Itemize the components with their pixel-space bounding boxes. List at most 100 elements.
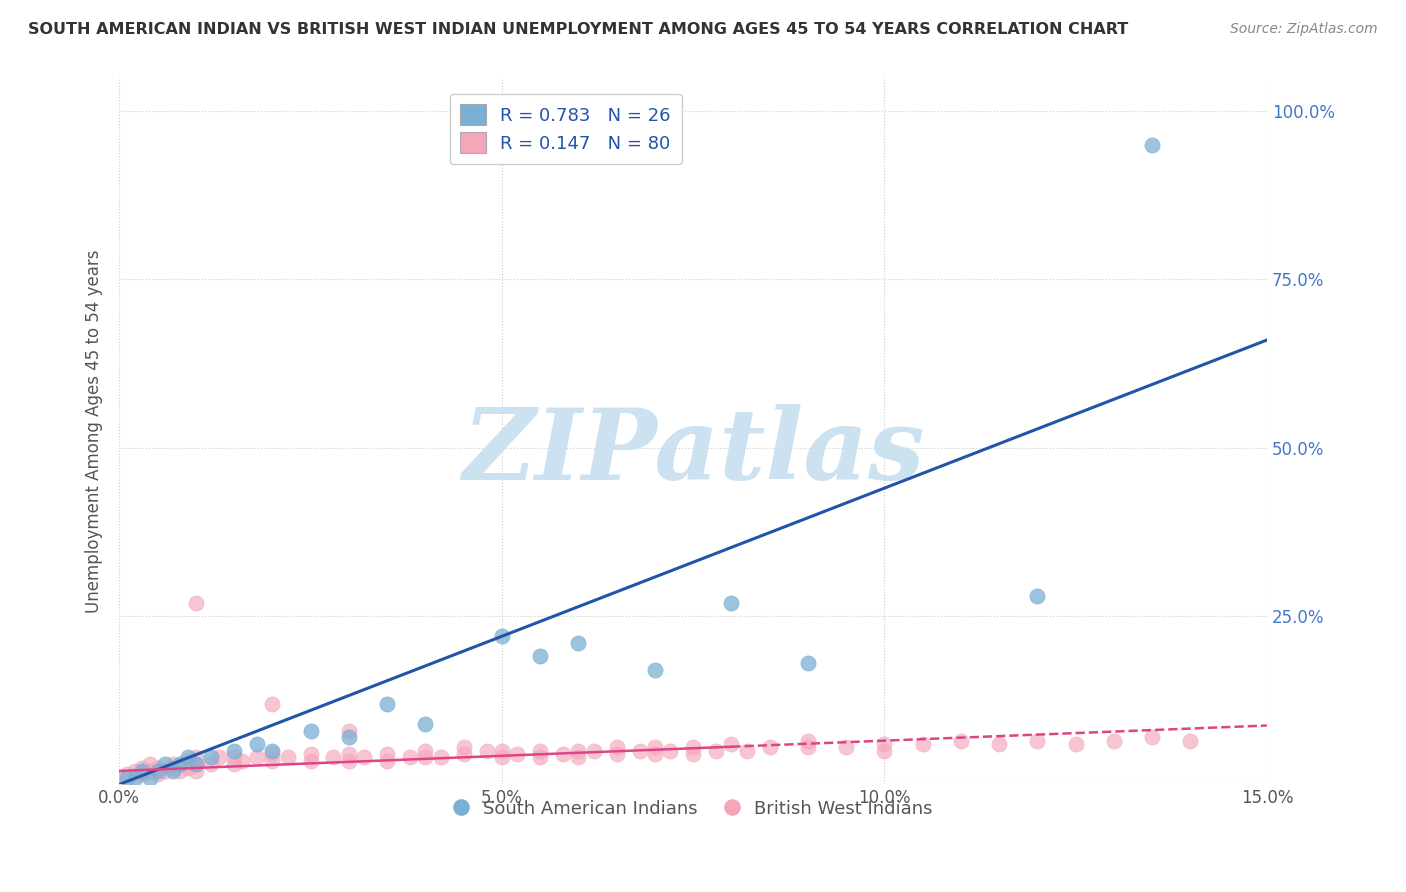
Point [506, 747, 529, 761]
Point [146, 767, 169, 781]
Point [375, 697, 398, 711]
Point [184, 764, 207, 778]
Point [582, 744, 605, 758]
Point [375, 747, 398, 761]
Point [1026, 589, 1049, 603]
Point [246, 737, 269, 751]
Point [146, 764, 169, 778]
Point [1064, 737, 1087, 751]
Point [115, 771, 138, 785]
Point [628, 744, 651, 758]
Point [567, 636, 589, 650]
Point [222, 750, 245, 764]
Point [644, 747, 666, 761]
Point [453, 740, 475, 755]
Point [475, 744, 498, 758]
Text: ZIPatlas: ZIPatlas [463, 404, 924, 500]
Point [262, 754, 284, 768]
Point [184, 596, 207, 610]
Point [1140, 731, 1163, 745]
Text: Source: ZipAtlas.com: Source: ZipAtlas.com [1230, 22, 1378, 37]
Point [720, 737, 742, 751]
Point [735, 744, 758, 758]
Point [115, 767, 138, 781]
Point [222, 757, 245, 772]
Point [177, 750, 200, 764]
Point [491, 629, 513, 643]
Point [169, 764, 191, 778]
Point [139, 757, 162, 772]
Point [139, 764, 162, 778]
Point [606, 740, 628, 755]
Point [413, 716, 436, 731]
Point [1102, 733, 1125, 747]
Point [169, 757, 191, 772]
Point [208, 750, 231, 764]
Point [262, 744, 284, 758]
Point [911, 737, 934, 751]
Point [184, 750, 207, 764]
Point [222, 744, 245, 758]
Point [246, 750, 269, 764]
Point [184, 757, 207, 772]
Point [124, 764, 146, 778]
Point [131, 764, 153, 778]
Point [491, 744, 513, 758]
Point [162, 761, 184, 775]
Point [153, 757, 176, 772]
Point [529, 750, 551, 764]
Point [177, 754, 200, 768]
Point [644, 740, 666, 755]
Point [146, 761, 169, 775]
Point [1180, 733, 1202, 747]
Legend: South American Indians, British West Indians: South American Indians, British West Ind… [447, 792, 939, 825]
Point [177, 761, 200, 775]
Point [375, 754, 398, 768]
Point [704, 744, 727, 758]
Point [659, 744, 682, 758]
Point [1140, 137, 1163, 152]
Point [139, 771, 162, 785]
Point [606, 747, 628, 761]
Point [200, 757, 222, 772]
Point [299, 754, 322, 768]
Point [758, 740, 780, 755]
Point [529, 744, 551, 758]
Point [231, 754, 253, 768]
Point [529, 649, 551, 664]
Point [491, 750, 513, 764]
Point [413, 744, 436, 758]
Point [200, 750, 222, 764]
Point [949, 733, 972, 747]
Point [131, 761, 153, 775]
Point [299, 723, 322, 738]
Point [453, 747, 475, 761]
Point [299, 747, 322, 761]
Point [108, 771, 131, 785]
Point [835, 740, 858, 755]
Point [353, 750, 375, 764]
Point [184, 757, 207, 772]
Point [644, 663, 666, 677]
Point [322, 750, 344, 764]
Point [873, 737, 896, 751]
Point [567, 744, 589, 758]
Point [262, 747, 284, 761]
Point [162, 757, 184, 772]
Point [1026, 733, 1049, 747]
Point [153, 764, 176, 778]
Text: SOUTH AMERICAN INDIAN VS BRITISH WEST INDIAN UNEMPLOYMENT AMONG AGES 45 TO 54 YE: SOUTH AMERICAN INDIAN VS BRITISH WEST IN… [28, 22, 1129, 37]
Point [337, 731, 360, 745]
Point [682, 740, 704, 755]
Y-axis label: Unemployment Among Ages 45 to 54 years: Unemployment Among Ages 45 to 54 years [86, 249, 103, 613]
Point [262, 697, 284, 711]
Point [337, 754, 360, 768]
Point [337, 747, 360, 761]
Point [797, 657, 820, 671]
Point [567, 750, 589, 764]
Point [124, 771, 146, 785]
Point [413, 750, 436, 764]
Point [682, 747, 704, 761]
Point [277, 750, 299, 764]
Point [551, 747, 574, 761]
